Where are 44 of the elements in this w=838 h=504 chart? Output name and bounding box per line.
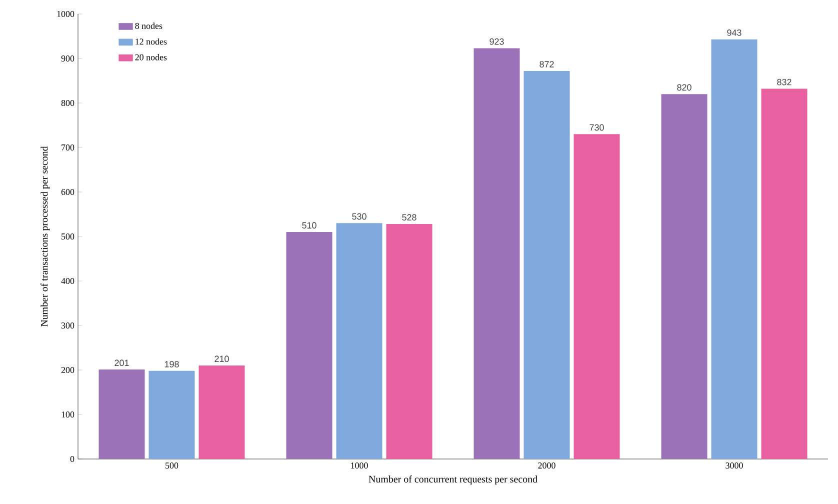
data-label: 210 xyxy=(214,356,229,362)
bar xyxy=(386,224,432,459)
x-tick-label: 500 xyxy=(166,462,178,469)
legend-label: 8 nodes xyxy=(135,22,162,29)
bar xyxy=(98,370,145,459)
legend-label: 12 nodes xyxy=(136,38,167,45)
y-tick-label: 300 xyxy=(61,322,74,329)
x-tick-label: 2000 xyxy=(538,462,556,469)
x-axis-title: Number of concurrent requests per second xyxy=(368,475,538,485)
bar xyxy=(524,70,570,459)
data-label: 510 xyxy=(302,222,316,229)
bar xyxy=(574,134,620,459)
bar xyxy=(761,88,808,459)
data-label: 820 xyxy=(677,84,692,91)
y-tick-label: 100 xyxy=(62,411,74,418)
data-label: 832 xyxy=(777,78,792,86)
y-tick-label: 800 xyxy=(61,100,74,106)
data-label: 730 xyxy=(590,124,604,131)
bar xyxy=(474,48,520,459)
y-axis-title: Number of transactions processed per second xyxy=(40,146,50,327)
legend-label: 20 nodes xyxy=(135,54,167,60)
y-tick-label: 200 xyxy=(61,366,74,374)
data-label: 530 xyxy=(352,213,366,220)
y-tick-label: 400 xyxy=(61,278,74,284)
bar xyxy=(711,39,758,459)
bar xyxy=(148,370,195,459)
x-tick-label: 3000 xyxy=(726,462,743,469)
bar xyxy=(286,232,332,459)
data-label: 201 xyxy=(114,360,129,366)
data-label: 943 xyxy=(727,29,742,36)
y-tick-label: 500 xyxy=(62,233,74,240)
data-label: 198 xyxy=(164,361,179,368)
data-label: 528 xyxy=(402,214,416,221)
y-tick-label: 0 xyxy=(70,456,74,462)
y-tick-label: 1000 xyxy=(57,10,74,18)
bar xyxy=(336,223,382,459)
y-tick-label: 900 xyxy=(61,55,74,62)
y-tick-label: 700 xyxy=(62,144,74,151)
y-tick-label: 600 xyxy=(61,188,74,196)
bar xyxy=(661,94,708,459)
x-tick-label: 1000 xyxy=(351,462,368,469)
bar xyxy=(198,366,245,459)
data-label: 923 xyxy=(490,38,504,45)
data-label: 872 xyxy=(540,61,554,68)
